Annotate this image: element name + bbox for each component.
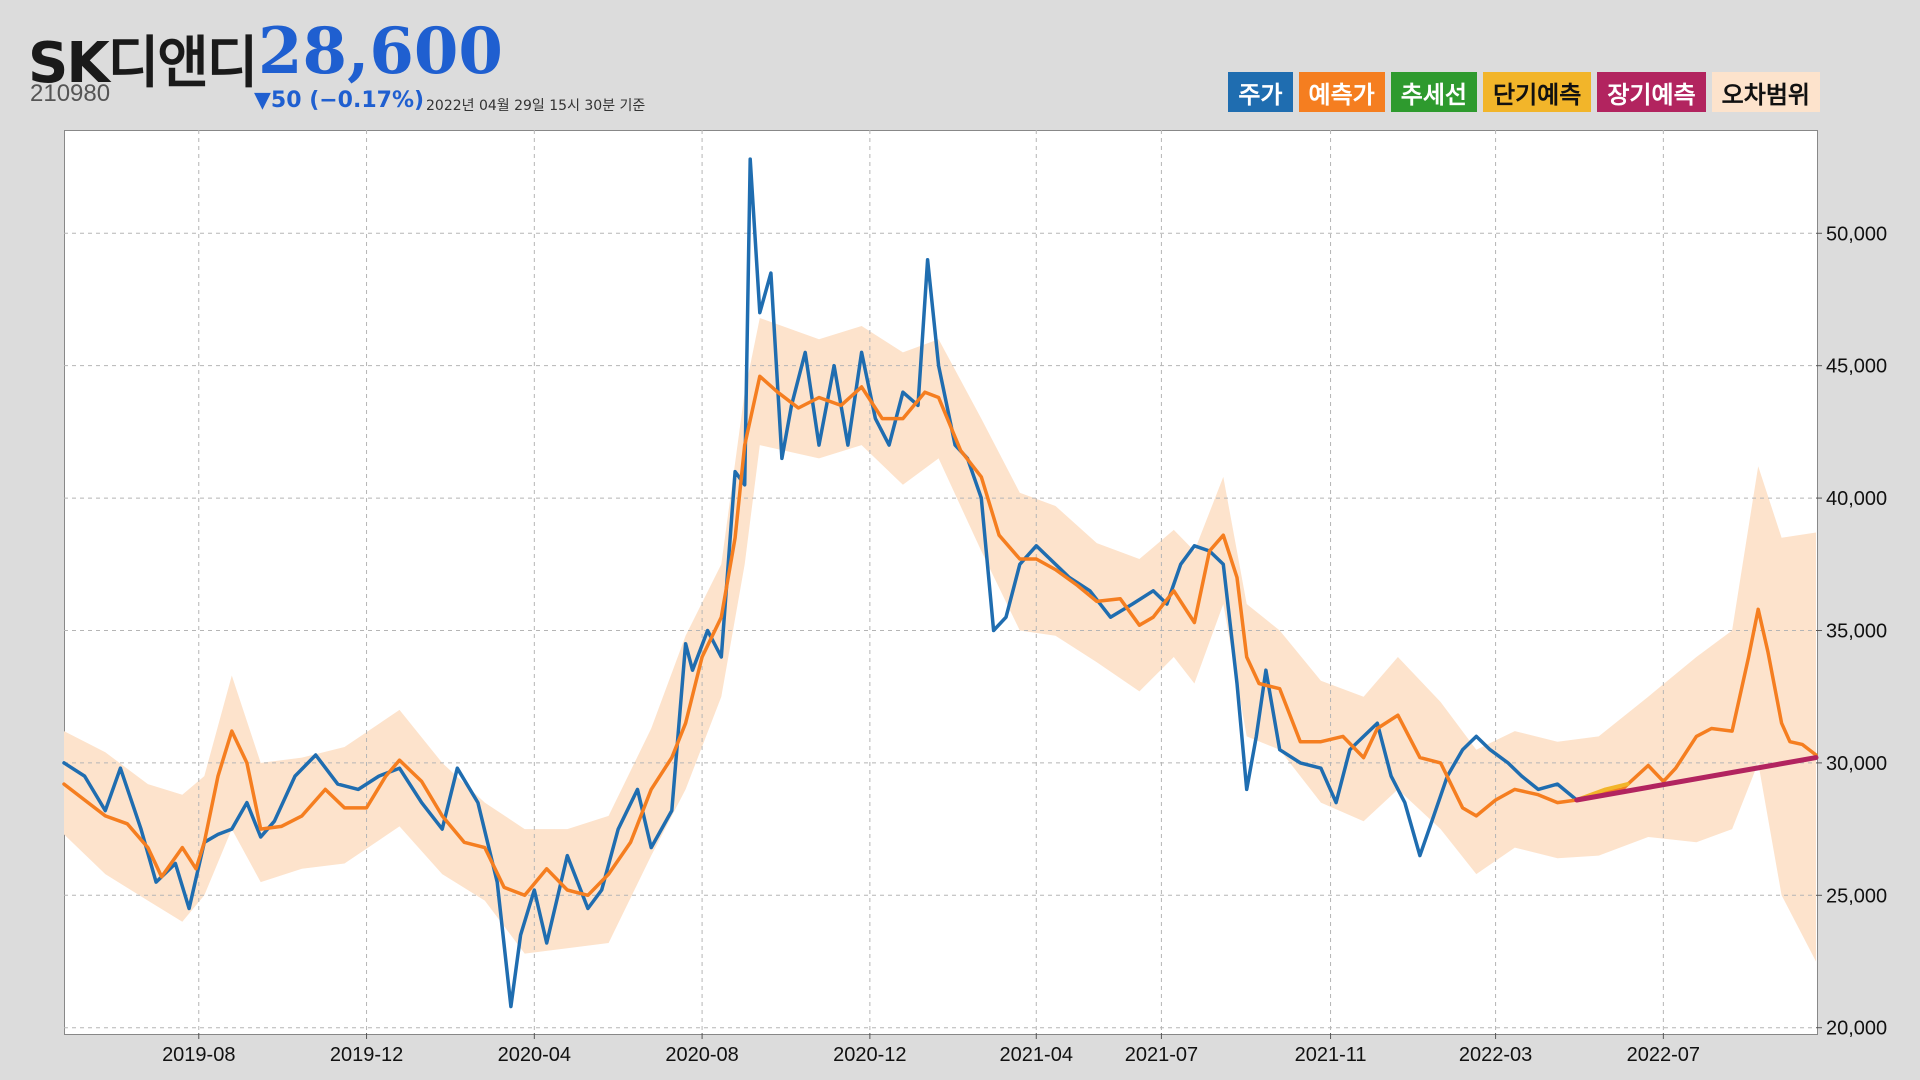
x-tick-label: 2021-04 [1000, 1044, 1073, 1066]
x-tick-label: 2019-12 [330, 1044, 403, 1066]
y-tick-label: 20,000 [1826, 1018, 1887, 1040]
forecast-line [62, 374, 1818, 898]
x-tick-label: 2020-08 [665, 1044, 738, 1066]
y-tick-label: 50,000 [1826, 223, 1887, 245]
error-band [64, 318, 1816, 962]
stock-price: 28,600 [258, 14, 503, 89]
y-tick-label: 40,000 [1826, 488, 1887, 510]
price-change: ▼50 (−0.17%) [254, 88, 425, 113]
legend-item-price[interactable]: 주가 [1228, 72, 1293, 112]
x-tick-label: 2019-08 [162, 1044, 235, 1066]
x-tick-label: 2022-03 [1459, 1044, 1532, 1066]
y-tick-label: 35,000 [1826, 620, 1887, 642]
legend-item-trendline[interactable]: 추세선 [1390, 72, 1478, 112]
legend-item-forecast[interactable]: 예측가 [1298, 72, 1385, 112]
stock-name: SK디앤디 [28, 31, 258, 96]
x-tick-label: 2022-07 [1627, 1044, 1700, 1066]
x-tick-label: 2020-12 [833, 1044, 906, 1066]
stock-code: 210980 [30, 80, 111, 107]
x-tick-label: 2021-07 [1125, 1044, 1198, 1066]
x-tick-label: 2021-11 [1295, 1044, 1367, 1066]
y-tick-label: 30,000 [1826, 753, 1887, 775]
long-term-forecast-line [1574, 755, 1819, 803]
chart-header: SK디앤디 28,600 210980 ▼50 (−0.17%) 2022년 0… [0, 0, 1920, 130]
x-tick-label: 2020-04 [498, 1044, 571, 1066]
legend-item-long-term[interactable]: 장기예측 [1597, 72, 1706, 112]
y-tick-label: 45,000 [1826, 356, 1887, 378]
timestamp: 2022년 04월 29일 15시 30분 기준 [426, 98, 646, 114]
price-line [62, 157, 1579, 1009]
y-tick-label: 25,000 [1826, 885, 1887, 907]
legend: 주가 예측가 추세선 단기예측 장기예측 오차범위 [1228, 72, 1820, 112]
legend-item-error-range[interactable]: 오차범위 [1711, 72, 1820, 112]
plot-area [64, 130, 1818, 1035]
legend-item-short-term[interactable]: 단기예측 [1483, 72, 1592, 112]
